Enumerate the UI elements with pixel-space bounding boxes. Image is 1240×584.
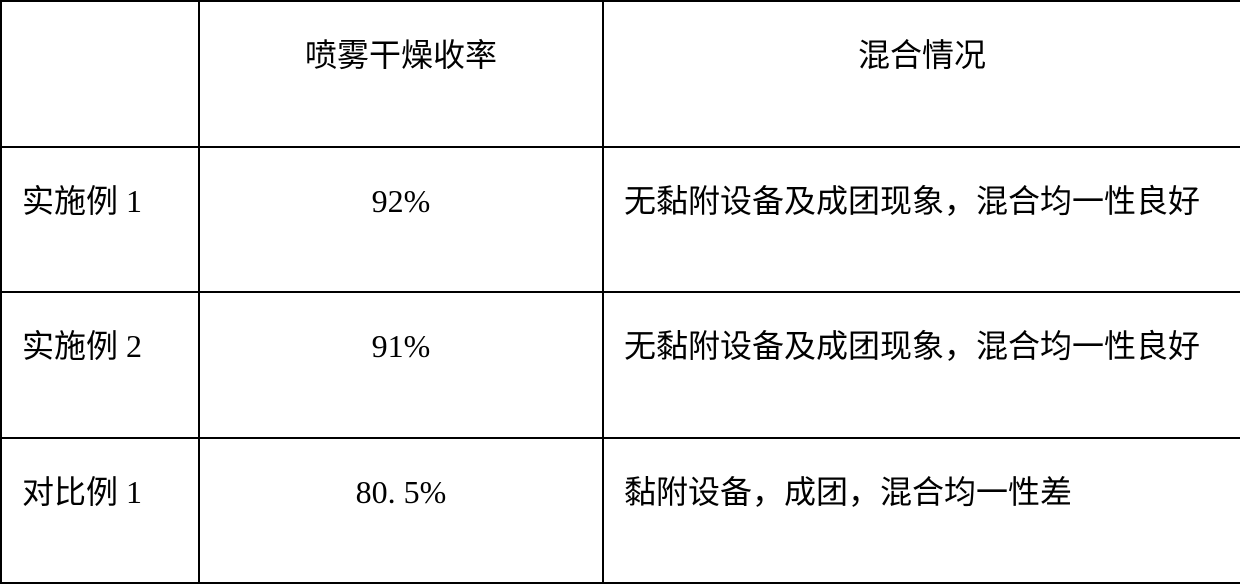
- cell-mixing: 无黏附设备及成团现象，混合均一性良好: [603, 292, 1240, 438]
- table-header-row: 喷雾干燥收率 混合情况: [1, 1, 1240, 147]
- header-cell-mixing: 混合情况: [603, 1, 1240, 147]
- table-row: 对比例 1 80. 5% 黏附设备，成团，混合均一性差: [1, 438, 1240, 584]
- data-table: 喷雾干燥收率 混合情况 实施例 1 92% 无黏附设备及成团现象，混合均一性良好…: [0, 0, 1240, 584]
- table-row: 实施例 1 92% 无黏附设备及成团现象，混合均一性良好: [1, 147, 1240, 293]
- cell-yield: 91%: [199, 292, 603, 438]
- cell-name: 对比例 1: [1, 438, 199, 584]
- header-cell-name: [1, 1, 199, 147]
- cell-mixing: 黏附设备，成团，混合均一性差: [603, 438, 1240, 584]
- table-row: 实施例 2 91% 无黏附设备及成团现象，混合均一性良好: [1, 292, 1240, 438]
- cell-yield: 92%: [199, 147, 603, 293]
- cell-yield: 80. 5%: [199, 438, 603, 584]
- table-container: 喷雾干燥收率 混合情况 实施例 1 92% 无黏附设备及成团现象，混合均一性良好…: [0, 0, 1240, 584]
- cell-name: 实施例 1: [1, 147, 199, 293]
- cell-name: 实施例 2: [1, 292, 199, 438]
- cell-mixing: 无黏附设备及成团现象，混合均一性良好: [603, 147, 1240, 293]
- header-cell-yield: 喷雾干燥收率: [199, 1, 603, 147]
